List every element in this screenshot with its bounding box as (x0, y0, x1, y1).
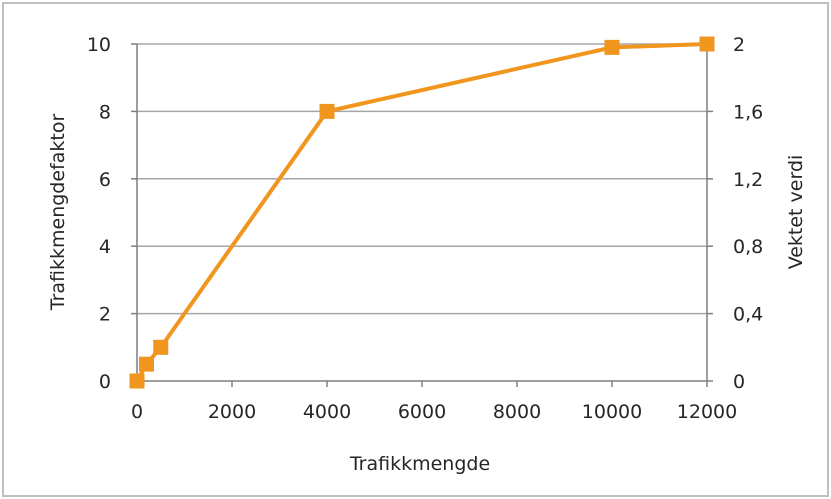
data-point-marker (319, 103, 335, 119)
x-tick-label: 10000 (582, 401, 642, 423)
secondary-y-axis-title: Vektet verdi (785, 155, 807, 270)
secondary-y-tick-label: 1,2 (733, 169, 763, 191)
y-tick-label: 8 (99, 101, 111, 123)
secondary-y-tick-label: 2 (733, 34, 745, 56)
data-points (129, 36, 715, 389)
data-point-marker (699, 36, 715, 52)
tick-labels: 0 2000 4000 6000 8000 10000 12000 0 2 4 6 8 10 0 0,4 0,… (87, 34, 763, 423)
secondary-y-tick-label: 0,8 (733, 236, 763, 258)
data-point-marker (153, 339, 169, 355)
data-point-marker (139, 356, 154, 372)
x-tick-label: 4000 (303, 401, 351, 423)
x-tick-label: 8000 (493, 401, 541, 423)
y-tick-label: 10 (87, 34, 111, 56)
y-tick-label: 6 (99, 169, 111, 191)
y-axis-title: Trafikkmengdefaktor (47, 114, 69, 312)
secondary-y-tick-label: 0 (733, 371, 745, 393)
x-tick-label: 0 (131, 401, 143, 423)
x-tick-label: 2000 (208, 401, 256, 423)
x-tick-label: 6000 (398, 401, 446, 423)
data-point-marker (129, 373, 145, 389)
data-point-marker (604, 39, 620, 55)
x-axis-title: Trafikkmengde (349, 453, 490, 475)
y-tick-label: 2 (99, 304, 111, 326)
secondary-y-tick-label: 0,4 (733, 304, 763, 326)
y-tick-label: 0 (99, 371, 111, 393)
secondary-y-tick-label: 1,6 (733, 101, 763, 123)
y-tick-label: 4 (99, 236, 111, 258)
x-tick-label: 12000 (677, 401, 737, 423)
